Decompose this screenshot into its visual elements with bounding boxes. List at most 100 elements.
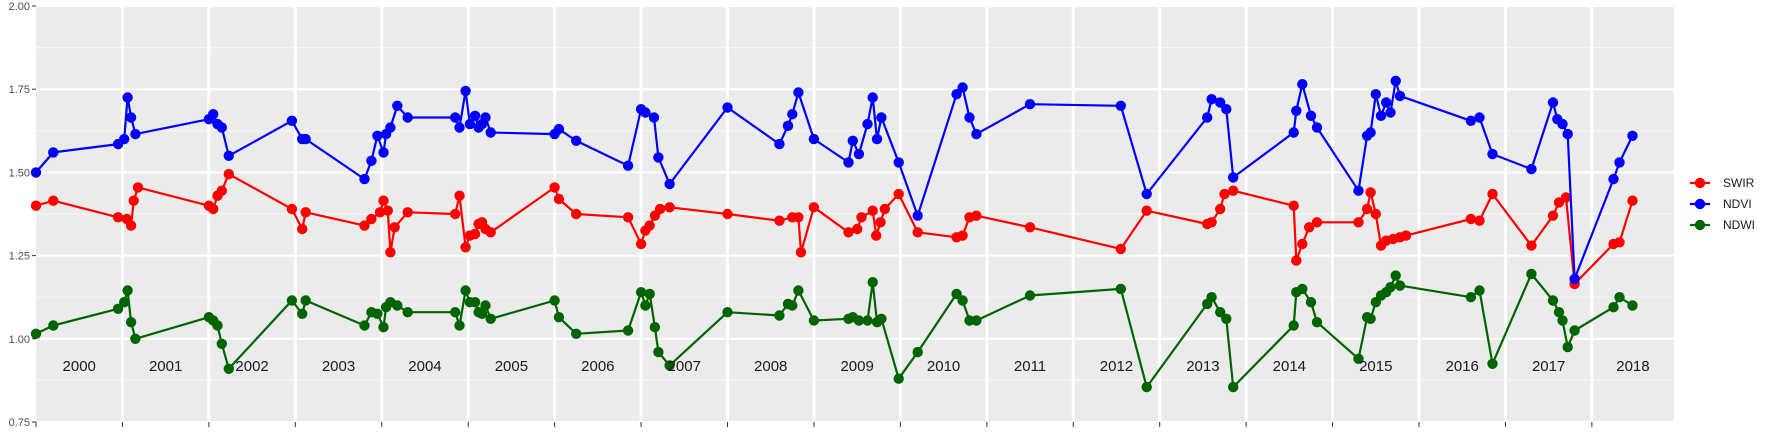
legend-label: NDVI bbox=[1723, 197, 1752, 211]
data-point-swir bbox=[1288, 200, 1299, 211]
data-point-ndwi bbox=[1221, 313, 1232, 324]
data-point-ndvi bbox=[1024, 99, 1036, 110]
data-point-swir bbox=[1474, 215, 1485, 226]
data-point-ndvi bbox=[1353, 185, 1364, 196]
data-point-swir bbox=[871, 230, 882, 241]
data-point-swir bbox=[867, 205, 878, 216]
data-point-ndvi bbox=[122, 92, 133, 103]
data-point-swir bbox=[1304, 222, 1315, 233]
data-point-ndwi bbox=[297, 308, 308, 319]
year-label: 2001 bbox=[149, 358, 182, 375]
data-point-swir bbox=[128, 195, 139, 206]
data-point-swir bbox=[359, 220, 370, 231]
year-label: 2011 bbox=[1014, 358, 1046, 375]
data-point-ndvi bbox=[971, 128, 982, 140]
data-point-ndwi bbox=[1394, 280, 1406, 291]
data-point-ndwi bbox=[1547, 295, 1559, 306]
data-point-ndwi bbox=[223, 363, 234, 374]
data-point-swir bbox=[450, 208, 461, 220]
data-point-ndvi bbox=[48, 147, 59, 158]
data-point-ndwi bbox=[125, 317, 137, 328]
data-point-swir bbox=[1024, 222, 1036, 233]
legend-key-point bbox=[1694, 177, 1706, 189]
data-point-ndwi bbox=[971, 315, 982, 326]
data-point-swir bbox=[1291, 255, 1302, 266]
data-point-swir bbox=[912, 227, 923, 238]
data-point-ndwi bbox=[1228, 381, 1239, 393]
legend-item-swir: SWIR bbox=[1690, 176, 1755, 190]
data-point-ndwi bbox=[1390, 270, 1401, 281]
data-point-ndwi bbox=[862, 315, 873, 326]
data-point-ndvi bbox=[640, 107, 651, 118]
data-point-ndvi bbox=[1115, 100, 1127, 112]
data-point-ndvi bbox=[402, 112, 413, 123]
data-point-ndvi bbox=[1569, 273, 1580, 285]
data-point-ndvi bbox=[1375, 110, 1387, 122]
data-point-ndwi bbox=[1215, 307, 1226, 318]
data-point-ndvi bbox=[366, 155, 377, 166]
data-point-swir bbox=[1547, 210, 1559, 221]
data-point-ndvi bbox=[359, 173, 370, 185]
data-point-swir bbox=[852, 223, 863, 235]
data-point-swir bbox=[1219, 188, 1230, 200]
legend-key-point bbox=[1694, 198, 1706, 210]
data-point-swir bbox=[1361, 203, 1373, 215]
data-point-swir bbox=[774, 215, 785, 226]
data-point-ndwi bbox=[48, 320, 59, 331]
year-label: 2000 bbox=[63, 358, 96, 375]
data-point-ndwi bbox=[853, 315, 865, 326]
data-point-ndwi bbox=[876, 313, 887, 324]
data-point-ndvi bbox=[392, 100, 403, 112]
legend-item-ndwi: NDWI bbox=[1690, 218, 1755, 232]
data-point-ndwi bbox=[1305, 297, 1317, 308]
data-point-ndwi bbox=[912, 346, 923, 358]
data-point-ndvi bbox=[787, 109, 798, 120]
data-point-ndvi bbox=[622, 160, 634, 171]
data-point-ndwi bbox=[1608, 302, 1619, 313]
data-point-ndwi bbox=[1627, 300, 1638, 311]
data-point-swir bbox=[378, 195, 389, 206]
data-point-ndwi bbox=[1353, 353, 1364, 364]
data-point-swir bbox=[366, 213, 377, 225]
data-point-ndwi bbox=[216, 338, 227, 349]
data-point-ndvi bbox=[1614, 157, 1625, 168]
data-point-ndvi bbox=[372, 130, 383, 141]
data-point-ndwi bbox=[722, 307, 733, 318]
data-point-swir bbox=[571, 208, 582, 220]
year-label: 2006 bbox=[581, 358, 614, 375]
data-point-swir bbox=[1627, 195, 1638, 206]
data-point-ndvi bbox=[385, 122, 396, 133]
data-point-ndwi bbox=[286, 295, 298, 306]
data-point-swir bbox=[125, 220, 137, 231]
data-point-ndwi bbox=[1557, 315, 1568, 326]
data-point-swir bbox=[48, 195, 59, 206]
year-label: 2017 bbox=[1532, 358, 1565, 375]
y-tick-label: 1.75 bbox=[9, 84, 30, 96]
data-point-ndwi bbox=[1562, 341, 1573, 353]
legend-key-point bbox=[1694, 219, 1706, 231]
legend-item-ndvi: NDVI bbox=[1690, 197, 1752, 211]
data-point-swir bbox=[300, 207, 311, 218]
data-point-ndwi bbox=[549, 295, 560, 306]
data-point-swir bbox=[382, 205, 393, 216]
data-point-swir bbox=[893, 188, 904, 200]
data-point-ndwi bbox=[867, 277, 878, 288]
data-point-ndvi bbox=[1547, 97, 1559, 108]
data-point-ndwi bbox=[1526, 268, 1537, 280]
data-point-swir bbox=[793, 212, 804, 223]
data-point-ndwi bbox=[122, 285, 133, 296]
data-point-ndwi bbox=[1553, 307, 1565, 318]
data-point-ndwi bbox=[1365, 313, 1376, 324]
data-point-ndvi bbox=[853, 148, 865, 160]
data-point-ndvi bbox=[867, 92, 878, 103]
year-label: 2018 bbox=[1616, 358, 1649, 375]
data-point-ndvi bbox=[843, 157, 854, 168]
data-point-swir bbox=[297, 223, 308, 235]
data-point-ndwi bbox=[1474, 285, 1485, 296]
data-point-ndvi bbox=[653, 152, 664, 163]
data-point-ndwi bbox=[485, 313, 496, 324]
data-point-swir bbox=[402, 207, 413, 218]
data-point-ndwi bbox=[649, 322, 661, 333]
data-point-ndvi bbox=[469, 110, 481, 122]
